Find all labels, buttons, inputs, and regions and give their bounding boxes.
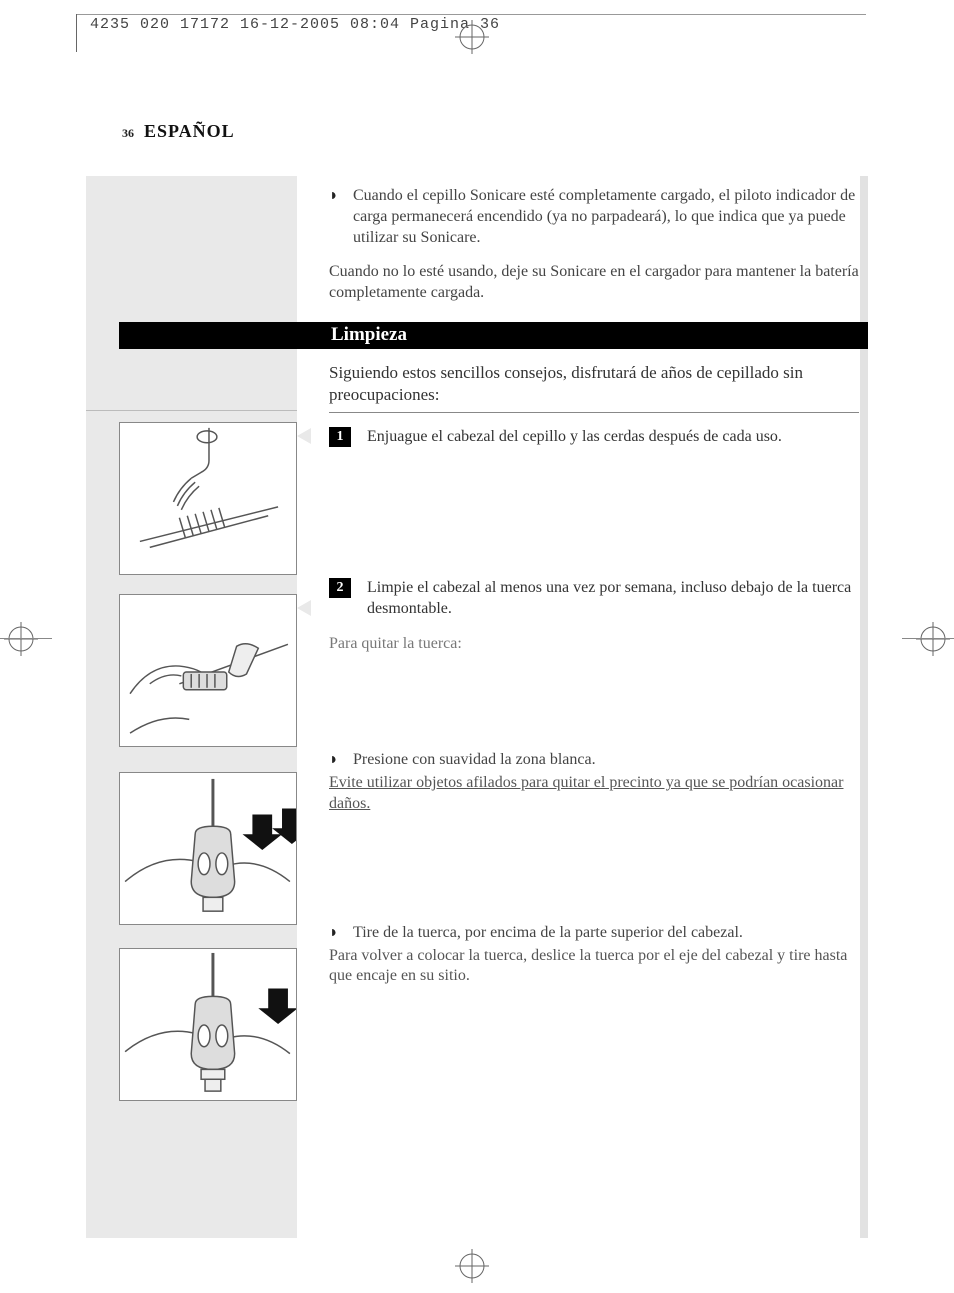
step-2-text: Limpie el cabezal al menos una vez por s… [367, 578, 859, 620]
bullet-4-row: ◗ Tire de la tuerca, por encima de la pa… [329, 923, 859, 944]
illustration-rinse [119, 422, 297, 575]
page-header: 36 ESPAÑOL [122, 121, 235, 142]
step-1-text: Enjuague el cabezal del cepillo y las ce… [367, 427, 782, 448]
bullet-icon: ◗ [329, 750, 343, 771]
step-number-2: 2 [329, 578, 351, 598]
illustration-clean-nut [119, 594, 297, 747]
bullet-3-underlined: Evite utilizar objetos afilados para qui… [329, 773, 859, 815]
registration-mark-left [4, 622, 38, 656]
intro-bullet-row: ◗ Cuando el cepillo Sonicare esté comple… [329, 186, 859, 248]
registration-mark-top [455, 20, 489, 54]
crop-line-left [0, 638, 52, 639]
bullet-3-row: ◗ Presione con suavidad la zona blanca. [329, 750, 859, 771]
pointer-2 [297, 600, 311, 616]
print-header: 4235 020 17172 16-12-2005 08:04 Pagina 3… [90, 16, 500, 33]
registration-mark-right [916, 622, 950, 656]
illustration-pull-nut [119, 948, 297, 1101]
section-intro: Siguiendo estos sencillos consejos, disf… [329, 362, 859, 413]
crop-line-top [76, 14, 866, 15]
grey-band-rule [86, 410, 297, 411]
crop-line-top-v [76, 14, 77, 52]
bullet-4-text: Para volver a colocar la tuerca, deslice… [329, 946, 859, 988]
bullet-4-bold: Tire de la tuerca, por encima de la part… [353, 923, 743, 944]
language-title: ESPAÑOL [144, 121, 235, 142]
bullet-icon: ◗ [329, 923, 343, 944]
crop-line-right [902, 638, 954, 639]
intro-paragraph: Cuando no lo esté usando, deje su Sonica… [329, 262, 859, 304]
intro-bullet-text: Cuando el cepillo Sonicare esté completa… [353, 186, 859, 248]
illustration-press-white [119, 772, 297, 925]
content-column: ◗ Cuando el cepillo Sonicare esté comple… [329, 176, 859, 1001]
step-2: 2 Limpie el cabezal al menos una vez por… [329, 578, 859, 620]
page-number: 36 [122, 126, 134, 141]
step-number-1: 1 [329, 427, 351, 447]
bullet-icon: ◗ [329, 186, 343, 248]
step-1: 1 Enjuague el cabezal del cepillo y las … [329, 427, 859, 448]
registration-mark-bottom [455, 1249, 489, 1283]
step-2-sub: Para quitar la tuerca: [329, 634, 859, 655]
pointer-1 [297, 428, 311, 444]
bullet-3-bold: Presione con suavidad la zona blanca. [353, 750, 596, 771]
